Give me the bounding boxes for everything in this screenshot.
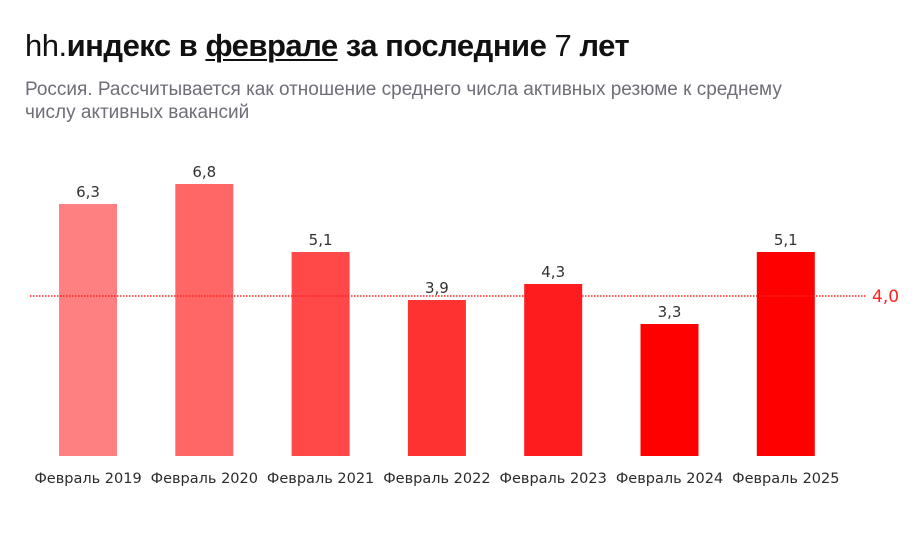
value-labels-group: 6,3 6,8 5,1 3,9 4,3 3,3 5,1 bbox=[76, 163, 798, 321]
value-label-1: 6,3 bbox=[76, 183, 100, 201]
value-label-7: 5,1 bbox=[774, 231, 798, 249]
value-label-5: 4,3 bbox=[541, 263, 565, 281]
title-part-2: за последние bbox=[337, 28, 555, 63]
value-label-4: 3,9 bbox=[425, 279, 449, 297]
title-part-1: индекс в bbox=[66, 28, 206, 63]
bar-2 bbox=[175, 184, 234, 456]
category-label-7: Февраль 2025 bbox=[732, 471, 839, 487]
bar-3 bbox=[291, 252, 350, 456]
chart-title: hh.индекс в феврале за последние 7 лет bbox=[25, 28, 630, 64]
bar-4 bbox=[407, 300, 466, 456]
category-label-4: Февраль 2022 bbox=[383, 471, 490, 487]
category-label-6: Февраль 2024 bbox=[616, 471, 723, 487]
bar-1 bbox=[59, 204, 117, 456]
chart-subtitle: Россия. Рассчитывается как отношение сре… bbox=[25, 79, 782, 123]
value-label-3: 5,1 bbox=[309, 231, 333, 249]
reference-line-label: 4,0 bbox=[872, 287, 899, 307]
bar-7 bbox=[756, 252, 815, 456]
bar-6 bbox=[640, 324, 699, 456]
bars-group bbox=[59, 184, 815, 456]
category-label-5: Февраль 2023 bbox=[500, 471, 607, 487]
category-labels-group: Февраль 2019 Февраль 2020 Февраль 2021 Февр… bbox=[34, 471, 839, 487]
value-label-6: 3,3 bbox=[658, 303, 682, 321]
reference-line-group: 4,0 bbox=[30, 287, 899, 307]
title-underlined-word: феврале bbox=[205, 28, 338, 63]
title-brand: hh. bbox=[25, 28, 67, 63]
title-number: 7 bbox=[554, 28, 572, 63]
category-label-1: Февраль 2019 bbox=[34, 471, 141, 487]
title-part-3: лет bbox=[571, 28, 630, 63]
value-label-2: 6,8 bbox=[192, 163, 216, 181]
bar-5 bbox=[524, 284, 583, 456]
category-label-3: Февраль 2021 bbox=[267, 471, 374, 487]
category-label-2: Февраль 2020 bbox=[151, 471, 258, 487]
